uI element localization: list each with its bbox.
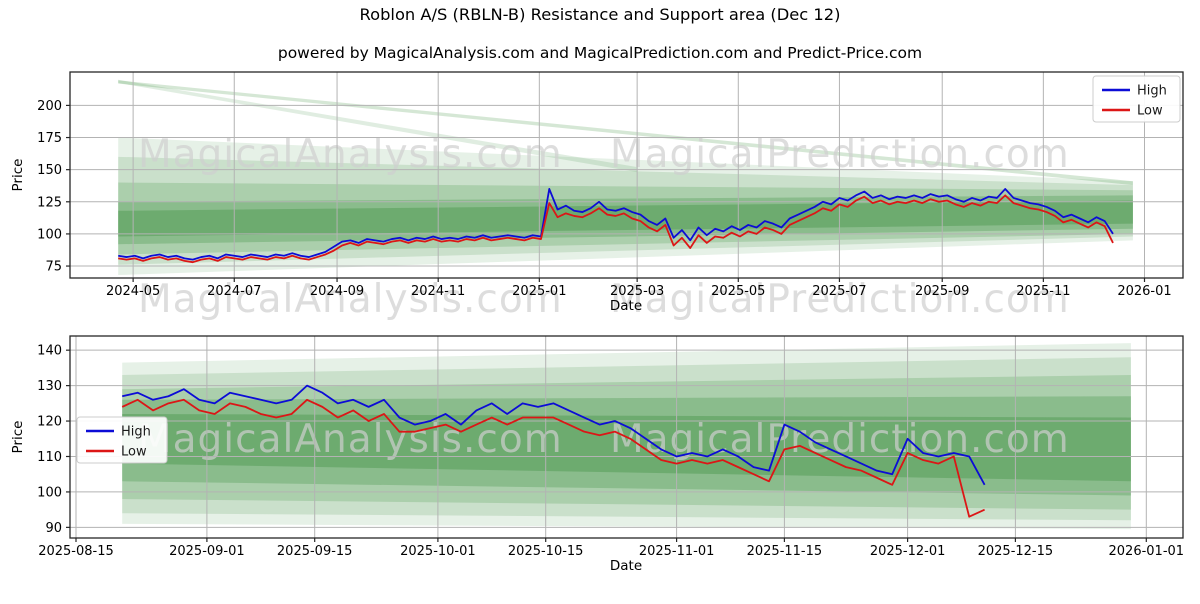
overview-chart: 2024-05 2024-07 2024-09 2024-11 2025-01 2025-… <box>10 71 1184 314</box>
support-resistance-band <box>118 79 638 173</box>
x-tick-label: 2025-11-01 <box>639 544 715 559</box>
support-resistance-band <box>122 413 1131 482</box>
x-tick-label: 2025-12-01 <box>870 544 946 559</box>
y-tick-label: 100 <box>37 227 62 242</box>
figure-title: Roblon A/S (RBLN-B) Resistance and Suppo… <box>360 5 841 24</box>
y-tick-label: 125 <box>37 195 62 210</box>
zoomed-chart: 2025-08-15 2025-09-01 2025-09-15 2025-10-01… <box>10 335 1185 574</box>
x-tick-label: 2025-09-15 <box>277 544 353 559</box>
plot-border <box>69 71 1184 279</box>
support-resistance-band <box>122 374 1131 510</box>
plot-border <box>69 335 1184 539</box>
low-line <box>118 194 1114 264</box>
charts-layer: 2024-05 2024-07 2024-09 2024-11 2025-01 2025-… <box>10 71 1185 574</box>
x-tick-label: 2025-08-15 <box>38 544 114 559</box>
y-tick-label: 175 <box>37 131 62 146</box>
x-tick-label: 2025-03 <box>610 284 664 299</box>
watermark-text: MagicalAnalysis.com <box>138 417 563 462</box>
y-tick-label: 150 <box>37 163 62 178</box>
high-line <box>118 188 1114 261</box>
y-tick-label: 90 <box>45 521 62 536</box>
y-tick-label: 75 <box>45 260 62 275</box>
x-tick-label: 2025-01 <box>512 284 566 299</box>
y-axis-label: Price <box>10 421 26 454</box>
low-line <box>121 398 985 518</box>
x-axis-label: Date <box>610 298 642 314</box>
watermark-text: MagicalAnalysis.com <box>138 277 563 322</box>
y-tick-label: 100 <box>37 485 62 500</box>
x-tick-label: 2026-01-01 <box>1109 544 1185 559</box>
y-tick-label: 120 <box>37 415 62 430</box>
x-axis-label: Date <box>610 558 642 574</box>
x-tick-label: 2025-10-01 <box>400 544 476 559</box>
x-tick-label: 2025-05 <box>711 284 765 299</box>
x-tick-label: 2024-11 <box>411 284 465 299</box>
x-tick-label: 2024-07 <box>207 284 261 299</box>
x-tick-label: 2025-09 <box>915 284 969 299</box>
legend-label: High <box>121 425 151 440</box>
x-tick-label: 2026-01 <box>1117 284 1171 299</box>
y-tick-label: 110 <box>37 450 62 465</box>
watermark-text: MagicalPrediction.com <box>610 277 1070 322</box>
y-tick-label: 140 <box>37 344 62 359</box>
x-tick-label: 2025-07 <box>812 284 866 299</box>
support-resistance-band <box>118 195 1133 245</box>
x-tick-label: 2025-11-15 <box>747 544 823 559</box>
x-tick-label: 2025-12-15 <box>978 544 1054 559</box>
x-tick-label: 2024-09 <box>310 284 364 299</box>
legend-label: Low <box>121 445 147 460</box>
watermark-text: MagicalAnalysis.com <box>138 132 563 177</box>
zoomed-legend: High Low <box>76 416 168 464</box>
support-resistance-band <box>118 80 1133 186</box>
support-resistance-band <box>118 200 1133 237</box>
legend-label: High <box>1137 84 1167 99</box>
support-resistance-band <box>118 156 1133 265</box>
y-tick-label: 130 <box>37 379 62 394</box>
y-axis-label: Price <box>10 159 26 192</box>
figure-subtitle: powered by MagicalAnalysis.com and Magic… <box>278 44 922 62</box>
legend-label: Low <box>1137 104 1163 119</box>
x-tick-label: 2025-10-15 <box>508 544 584 559</box>
x-tick-label: 2024-05 <box>106 284 160 299</box>
overview-legend: High Low <box>1092 75 1181 123</box>
x-tick-label: 2025-09-01 <box>169 544 245 559</box>
high-line <box>121 384 986 486</box>
x-tick-label: 2025-11 <box>1016 284 1070 299</box>
y-tick-label: 200 <box>37 99 62 114</box>
